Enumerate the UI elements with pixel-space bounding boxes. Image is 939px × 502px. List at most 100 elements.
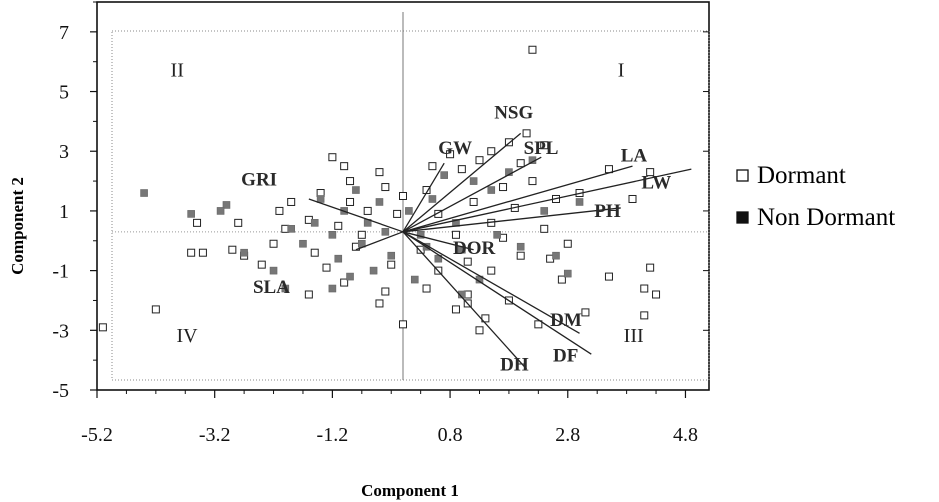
legend-label-non-dormant: Non Dormant: [757, 204, 895, 231]
non-dormant-point: [316, 195, 325, 203]
dormant-point: [151, 305, 160, 314]
non-dormant-point: [410, 275, 419, 284]
dormant-point: [563, 239, 572, 248]
dormant-point: [334, 221, 343, 230]
dormant-point: [346, 197, 355, 206]
dormant-point: [257, 260, 266, 269]
non-dormant-point: [563, 269, 572, 278]
non-dormant-points: [140, 156, 584, 299]
dormant-point: [604, 272, 613, 281]
dormant-point: [557, 275, 566, 284]
dormant-point: [487, 147, 496, 156]
y-tick-label: 7: [59, 22, 69, 44]
dormant-point: [504, 138, 513, 147]
non-dormant-point: [281, 284, 290, 293]
vector-dm: [402, 231, 580, 334]
dormant-point: [646, 263, 655, 272]
quadrant-label: III: [624, 325, 644, 347]
dormant-point: [487, 266, 496, 275]
dormant-point: [516, 251, 525, 260]
vector-label-dm: DM: [550, 310, 582, 331]
dormant-point: [469, 197, 478, 206]
dormant-point: [581, 308, 590, 317]
dormant-point: [540, 224, 549, 233]
dormant-point: [463, 257, 472, 266]
vector-label-gw: GW: [438, 138, 472, 159]
x-tick-label: -5.2: [81, 424, 113, 446]
legend-filled-square-icon: [736, 211, 749, 224]
loading-vectors: [308, 132, 692, 370]
y-tick-label: -3: [52, 320, 69, 342]
dormant-point: [422, 284, 431, 293]
non-dormant-point: [334, 254, 343, 263]
dormant-point: [363, 206, 372, 215]
dormant-point: [652, 290, 661, 299]
dormant-point: [198, 248, 207, 257]
dormant-point: [328, 153, 337, 162]
vector-label-sla: SLA: [253, 277, 290, 298]
non-dormant-point: [328, 284, 337, 293]
vector-ph: [402, 207, 621, 233]
dormant-point: [387, 260, 396, 269]
non-dormant-point: [310, 219, 319, 227]
x-tick-label: 2.8: [555, 424, 580, 446]
non-dormant-point: [299, 239, 307, 248]
dormant-point: [393, 209, 402, 218]
dormant-point: [193, 218, 202, 227]
non-dormant-point: [269, 266, 278, 275]
inner-frame: [111, 30, 710, 381]
non-dormant-point: [352, 186, 360, 194]
vector-nsg: [402, 132, 522, 233]
dormant-point: [322, 263, 331, 272]
dormant-point: [381, 287, 390, 296]
dormant-point: [357, 230, 366, 239]
vector-gri: [308, 198, 404, 233]
legend: Dormant Non Dormant: [736, 162, 895, 231]
non-dormant-point: [187, 210, 195, 218]
dormant-point: [446, 150, 455, 159]
dormant-point: [640, 311, 649, 320]
vector-label-spl: SPL: [524, 138, 559, 159]
dormant-point: [340, 278, 349, 287]
non-dormant-point: [552, 251, 560, 260]
vector-lw: [402, 168, 692, 233]
dormant-point: [434, 209, 443, 218]
non-dormant-point: [140, 189, 148, 197]
dormant-point: [534, 320, 543, 329]
non-dormant-point: [516, 242, 525, 251]
y-tick-label: 5: [59, 82, 69, 104]
vector-sla: [355, 231, 404, 251]
dormant-point: [269, 239, 278, 248]
dormant-point: [428, 162, 437, 171]
dormant-point: [234, 218, 243, 227]
non-dormant-point: [240, 248, 248, 257]
dormant-point: [187, 248, 196, 257]
non-dormant-point: [328, 231, 337, 239]
vector-label-df: DF: [553, 346, 578, 367]
dormant-point: [375, 168, 384, 177]
non-dormant-point: [428, 195, 437, 203]
vector-la: [402, 165, 633, 233]
vector-label-ph: PH: [594, 201, 621, 222]
quadrant-label: II: [171, 60, 184, 82]
dormant-point: [640, 284, 649, 293]
dormant-point: [381, 183, 390, 192]
x-tick-label: -3.2: [199, 424, 231, 446]
non-dormant-point: [405, 207, 413, 215]
non-dormant-point: [493, 231, 501, 239]
non-dormant-point: [381, 228, 390, 236]
dormant-point: [375, 299, 384, 308]
dormant-point: [628, 194, 637, 203]
dormant-point: [399, 320, 407, 329]
dormant-point: [346, 177, 355, 186]
dormant-point: [228, 245, 237, 254]
legend-item-non-dormant: Non Dormant: [736, 204, 895, 231]
dormant-point: [528, 177, 537, 186]
non-dormant-point: [216, 207, 225, 215]
dormant-point: [528, 45, 537, 54]
x-tick-label: -1.2: [317, 424, 349, 446]
non-dormant-point: [540, 207, 549, 215]
y-axis-title: Component 2: [8, 177, 27, 275]
y-tick-label: -5: [52, 380, 69, 402]
